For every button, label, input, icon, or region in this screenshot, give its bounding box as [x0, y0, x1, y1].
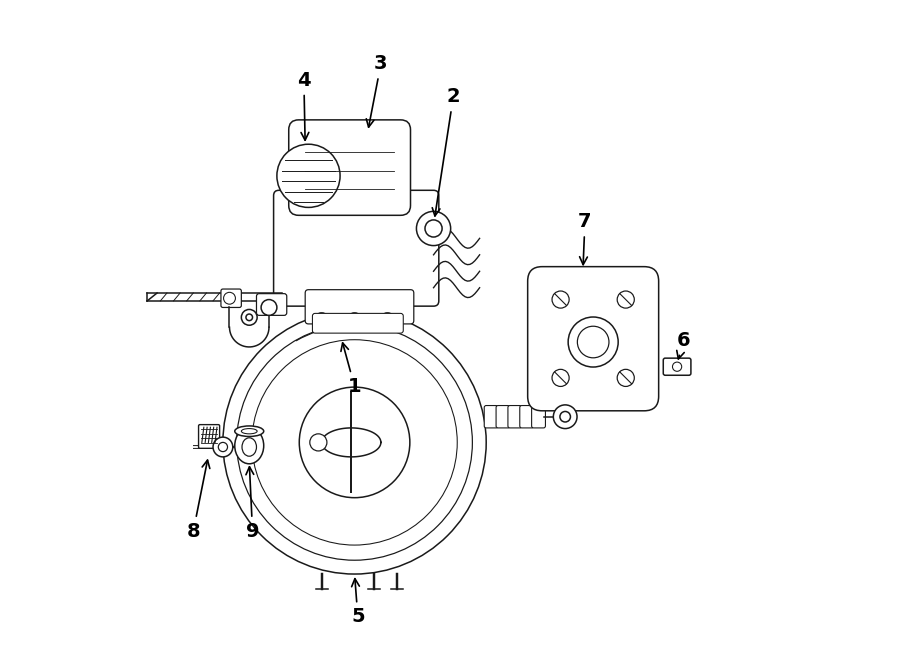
Circle shape — [314, 313, 329, 329]
FancyBboxPatch shape — [520, 406, 534, 428]
Text: 5: 5 — [351, 578, 364, 627]
Circle shape — [346, 313, 363, 329]
FancyBboxPatch shape — [496, 406, 510, 428]
Circle shape — [277, 144, 340, 208]
Circle shape — [617, 369, 634, 387]
Ellipse shape — [235, 426, 264, 436]
Circle shape — [560, 411, 571, 422]
FancyBboxPatch shape — [532, 406, 545, 428]
Text: 8: 8 — [186, 460, 210, 541]
Circle shape — [552, 291, 569, 308]
Text: 6: 6 — [677, 331, 690, 359]
FancyBboxPatch shape — [274, 190, 439, 306]
Circle shape — [300, 387, 410, 498]
Circle shape — [237, 325, 472, 561]
FancyBboxPatch shape — [312, 313, 403, 333]
FancyBboxPatch shape — [484, 406, 498, 428]
FancyBboxPatch shape — [220, 289, 241, 307]
Circle shape — [568, 317, 618, 367]
Ellipse shape — [242, 438, 256, 456]
Circle shape — [554, 405, 577, 428]
Circle shape — [310, 434, 327, 451]
Circle shape — [219, 442, 228, 451]
FancyBboxPatch shape — [199, 424, 220, 448]
FancyBboxPatch shape — [663, 358, 691, 375]
Ellipse shape — [241, 428, 257, 434]
Circle shape — [241, 309, 257, 325]
Text: 2: 2 — [432, 87, 460, 216]
Text: 1: 1 — [341, 343, 362, 396]
FancyBboxPatch shape — [527, 266, 659, 410]
Ellipse shape — [235, 428, 264, 464]
Circle shape — [246, 314, 253, 321]
FancyBboxPatch shape — [256, 293, 287, 315]
Circle shape — [380, 313, 395, 329]
Circle shape — [672, 362, 681, 371]
Circle shape — [223, 311, 486, 574]
Circle shape — [213, 437, 233, 457]
Circle shape — [552, 369, 569, 387]
Circle shape — [417, 212, 451, 246]
Circle shape — [425, 220, 442, 237]
Circle shape — [261, 299, 277, 315]
FancyBboxPatch shape — [508, 406, 522, 428]
Text: 4: 4 — [297, 71, 310, 140]
Circle shape — [252, 340, 457, 545]
Text: 7: 7 — [578, 212, 591, 264]
Circle shape — [223, 292, 236, 304]
Circle shape — [617, 291, 634, 308]
Text: 9: 9 — [246, 467, 259, 541]
FancyBboxPatch shape — [289, 120, 410, 215]
FancyBboxPatch shape — [305, 290, 414, 324]
Text: 3: 3 — [366, 54, 388, 127]
Circle shape — [578, 327, 609, 358]
